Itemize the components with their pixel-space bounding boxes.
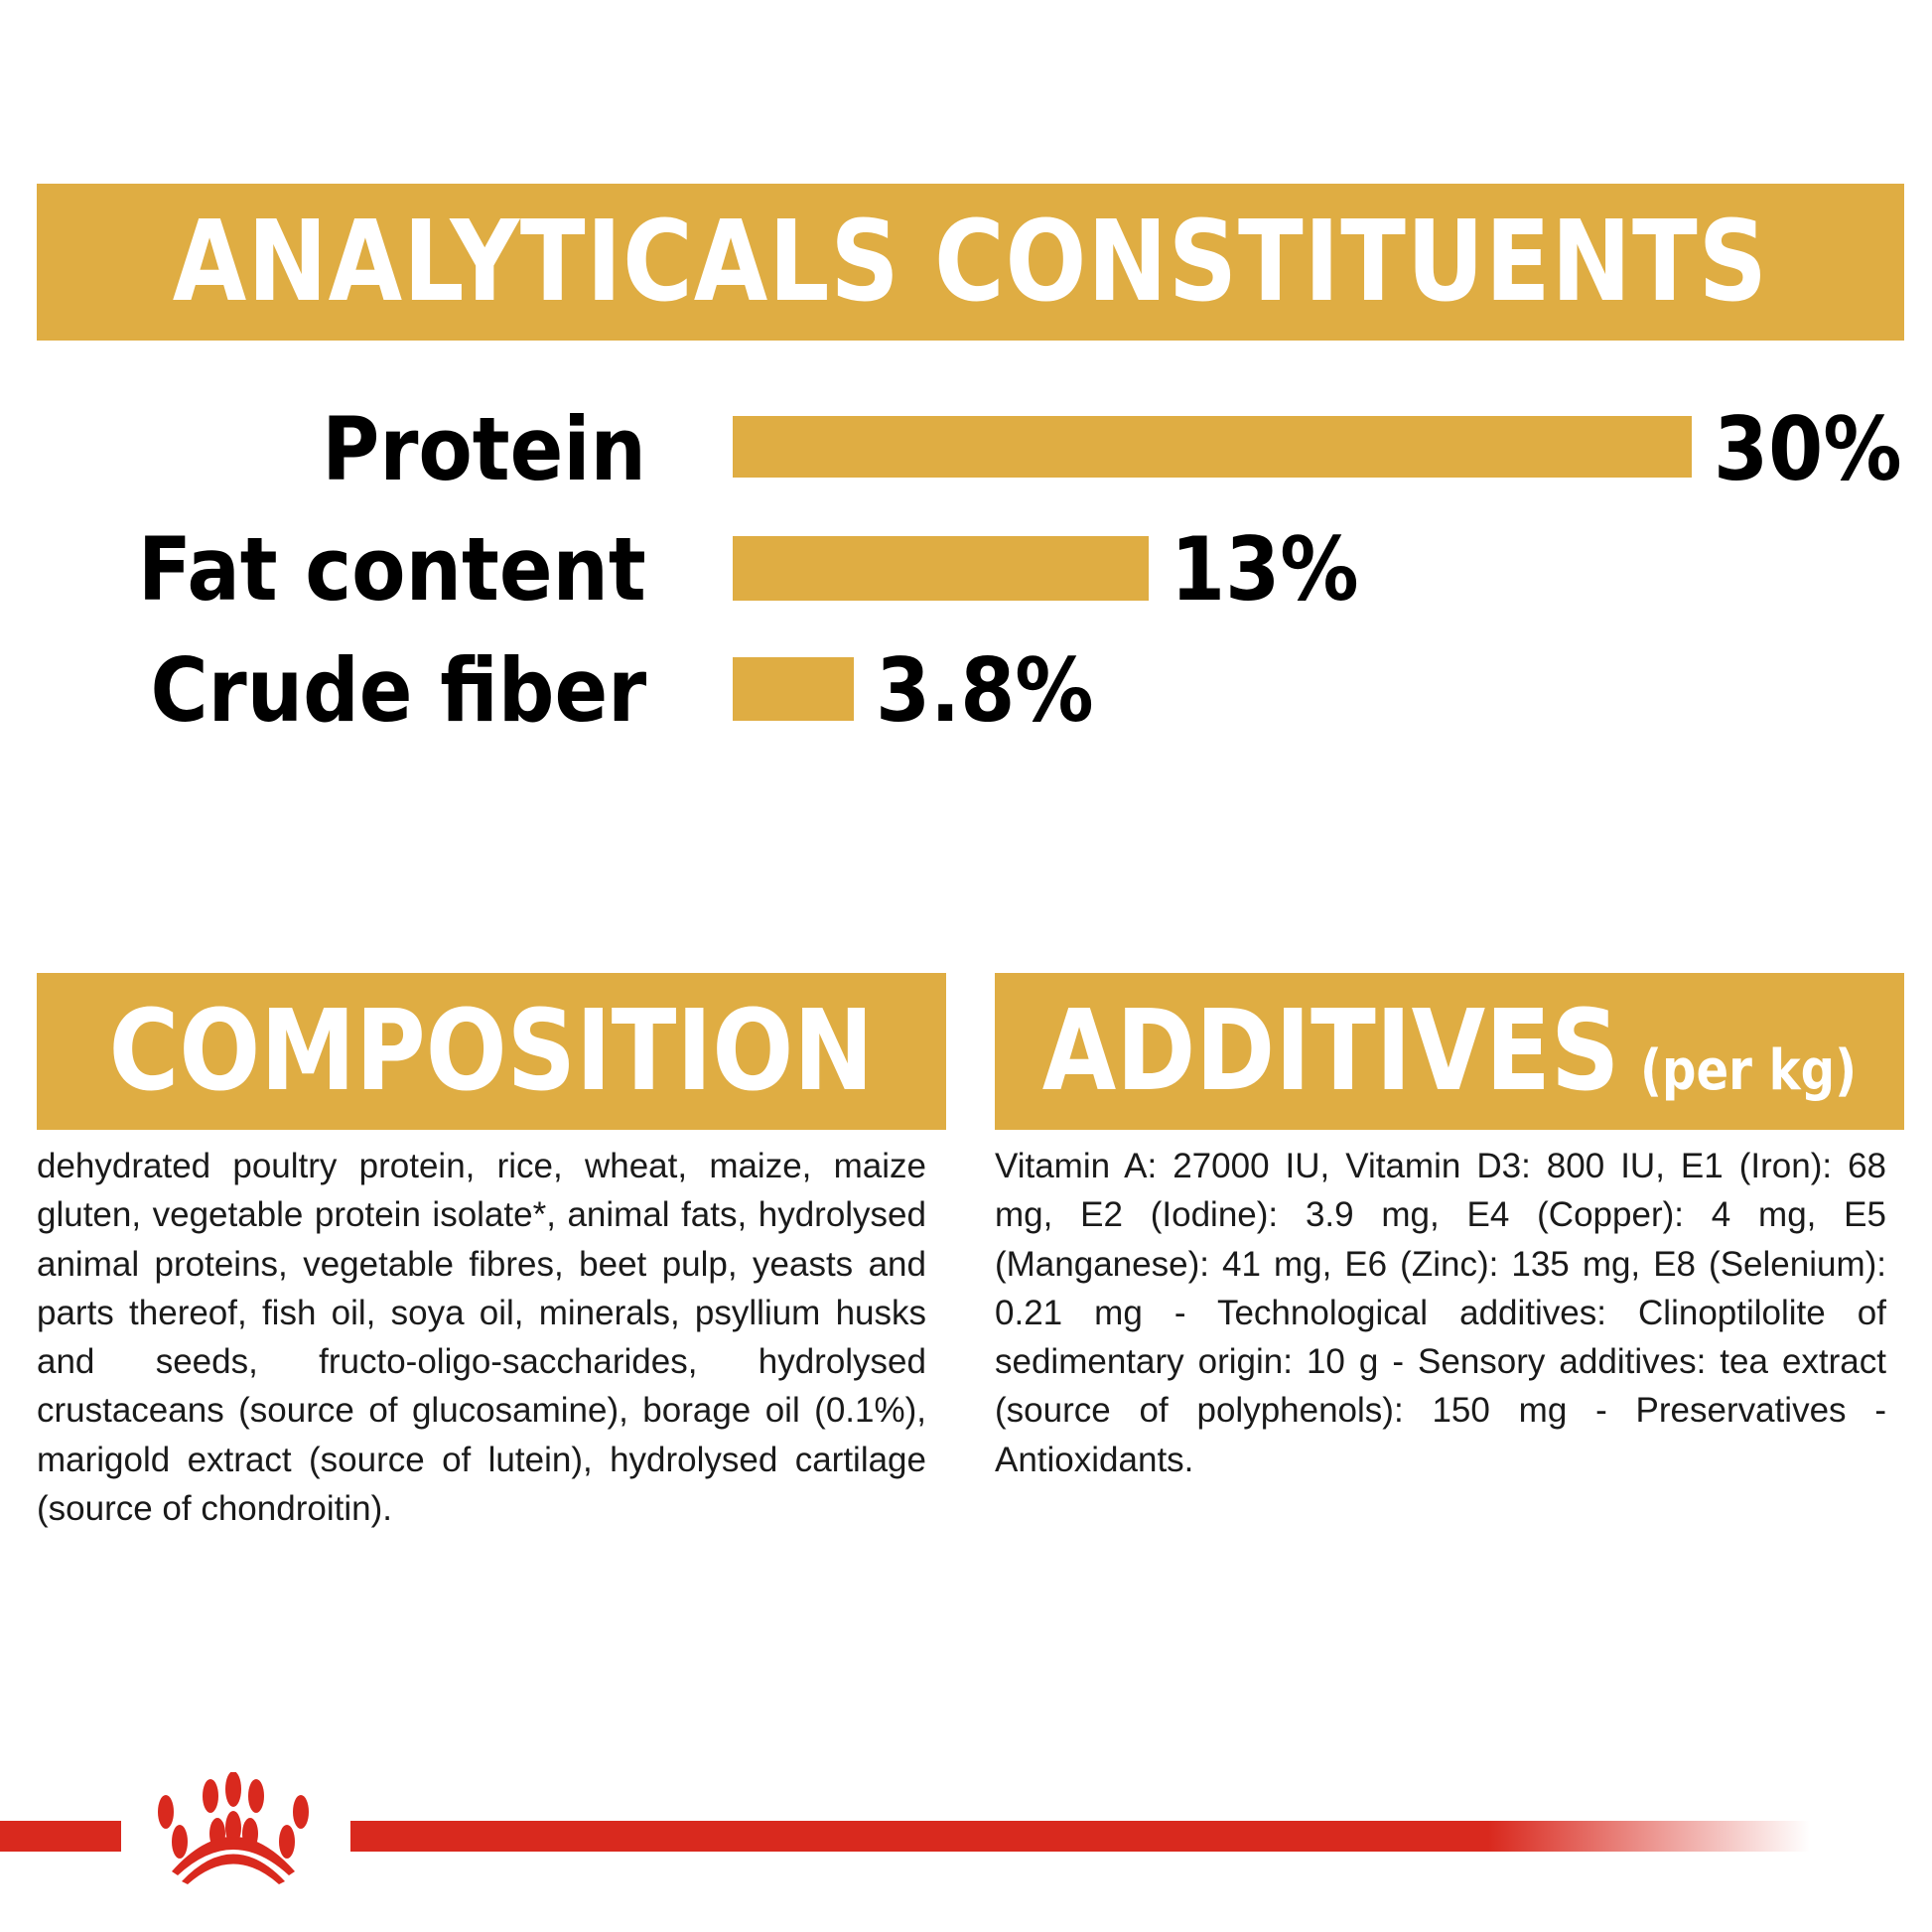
royal-canin-crown-logo-icon: [127, 1772, 347, 1886]
composition-title: COMPOSITION: [108, 987, 875, 1116]
bar-protein: [733, 416, 1692, 478]
brand-stripe-left: [0, 1821, 121, 1852]
label-protein: Protein: [322, 398, 646, 500]
additives-header: ADDITIVES (per kg): [995, 973, 1904, 1130]
value-crude-fiber: 3.8%: [876, 639, 1095, 742]
label-crude-fiber: Crude fiber: [150, 639, 646, 742]
composition-text: dehydrated poultry protein, rice, wheat,…: [37, 1147, 926, 1529]
brand-stripe-right: [350, 1821, 1810, 1852]
label-fat-content: Fat content: [138, 518, 646, 621]
analytics-header: ANALYTICALS CONSTITUENTS: [37, 184, 1904, 341]
bar-fat-content: [733, 536, 1149, 601]
value-fat-content: 13%: [1170, 518, 1359, 621]
additives-text: Vitamin A: 27000 IU, Vitamin D3: 800 IU,…: [995, 1147, 1886, 1479]
analytics-title: ANALYTICALS CONSTITUENTS: [172, 198, 1768, 327]
value-protein: 30%: [1714, 398, 1902, 500]
bar-crude-fiber: [733, 657, 855, 721]
additives-title-wrap: ADDITIVES (per kg): [1042, 987, 1857, 1116]
additives-title: ADDITIVES: [1041, 987, 1620, 1116]
composition-header: COMPOSITION: [37, 973, 946, 1130]
additives-title-suffix: (per kg): [1640, 1038, 1858, 1103]
